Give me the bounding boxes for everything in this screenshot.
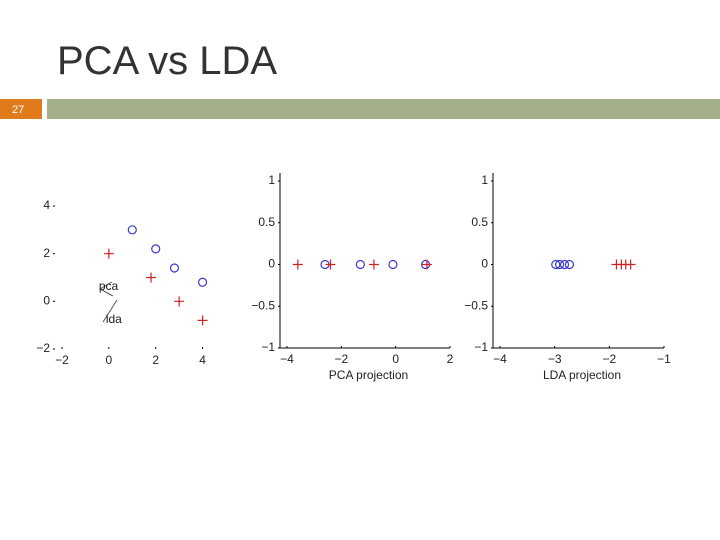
header-bar [47, 99, 720, 119]
lda-pointer [102, 299, 118, 323]
circle-point [197, 277, 208, 287]
plus-point [292, 259, 303, 270]
y-tick-label: 1 [268, 173, 275, 187]
x-tick-label: −2 [55, 353, 69, 367]
x-tick-label: 2 [447, 352, 454, 366]
plus-point [174, 296, 185, 307]
x-tick-label: 0 [106, 353, 113, 367]
circle-point [169, 263, 180, 273]
y-tick-label: −2 [36, 341, 50, 355]
circle-point [554, 259, 565, 270]
x-tick-label: −3 [548, 352, 562, 366]
circle-point [559, 259, 570, 270]
y-tick-label: 0 [481, 257, 488, 271]
plus-point [197, 315, 208, 326]
plus-point [103, 248, 114, 259]
x-tick-label: 0 [392, 352, 399, 366]
x-tick-label: 2 [152, 353, 159, 367]
circle-point [127, 225, 137, 235]
plus-point [146, 272, 157, 283]
x-axis-label: LDA projection [543, 368, 621, 382]
circle-point [551, 259, 561, 270]
x-axis-label: PCA projection [329, 368, 408, 382]
plus-point [368, 259, 379, 270]
circle-point [151, 244, 161, 254]
y-tick-label: 0.5 [471, 215, 488, 229]
annotation: pca [99, 279, 119, 293]
number-box [0, 99, 42, 119]
y-tick-label: 1 [481, 173, 488, 187]
x-tick-label: −2 [602, 352, 616, 366]
plus-point [625, 259, 636, 270]
x-tick-label: 4 [199, 353, 206, 367]
x-tick-label: −1 [657, 352, 671, 366]
plus-point [421, 259, 432, 270]
y-tick-label: 0.5 [258, 215, 275, 229]
y-tick-label: 0 [268, 257, 275, 271]
circle-point [564, 259, 575, 270]
y-tick-label: −1 [261, 340, 275, 354]
y-tick-label: 0 [43, 294, 50, 308]
y-tick-label: 2 [43, 246, 50, 260]
x-tick-label: −4 [493, 352, 507, 366]
plus-point [325, 259, 336, 270]
y-tick-label: −0.5 [251, 298, 275, 312]
y-tick-label: −0.5 [464, 298, 488, 312]
y-tick-label: 4 [43, 198, 50, 212]
annotation: lda [106, 312, 122, 326]
circle-point [388, 259, 398, 270]
x-tick-label: −2 [334, 352, 348, 366]
x-tick-label: −4 [280, 352, 294, 366]
slide-title: PCA vs LDA [57, 39, 277, 83]
circle-point [355, 259, 365, 270]
pca-pointer [98, 281, 114, 297]
y-tick-label: −1 [474, 340, 488, 354]
slide-number: 27 [12, 104, 24, 116]
